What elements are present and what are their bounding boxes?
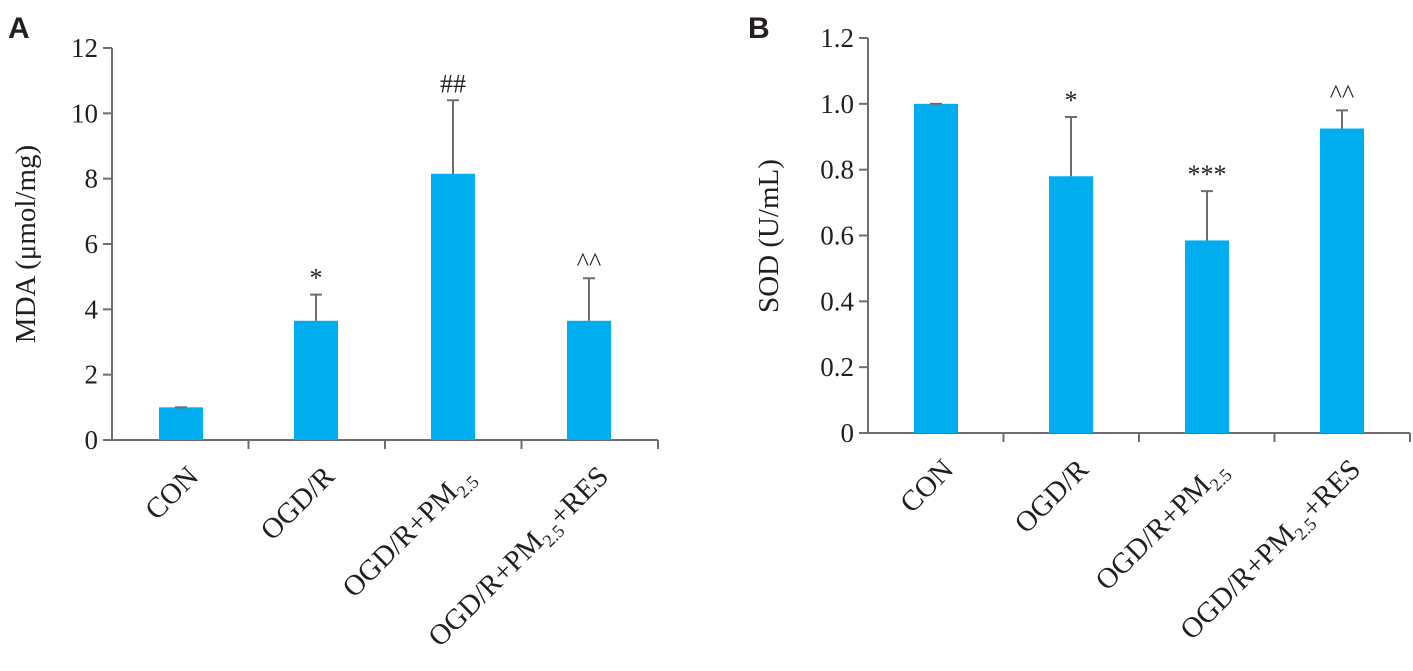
y-tick-label: 0 xyxy=(85,425,99,455)
x-tick-label: OGD/R+PM2.5 xyxy=(336,460,482,606)
y-tick-label: 10 xyxy=(71,98,98,128)
error-bar xyxy=(583,277,595,321)
y-tick-label: 2 xyxy=(85,360,99,390)
error-bar xyxy=(1336,109,1348,129)
x-tick-label: OGD/R xyxy=(1009,453,1096,540)
y-tick-label: 8 xyxy=(85,164,99,194)
bar xyxy=(294,320,338,440)
y-tick-label: 0.8 xyxy=(820,155,854,185)
significance-label: * xyxy=(310,264,323,293)
panel-a: A 0 2 4 6 8 10 12 MDA (μmol/mg) * ## ^^ CON OGD/ROGD/… xyxy=(8,12,659,653)
significance-label: * xyxy=(1065,86,1078,115)
significance-label: ^^ xyxy=(577,247,601,276)
bar xyxy=(1185,240,1229,433)
bar xyxy=(159,407,203,440)
error-bar xyxy=(1201,190,1213,241)
y-tick-label: 12 xyxy=(71,33,98,63)
y-tick-label: 6 xyxy=(85,229,99,259)
x-tick-label: OGD/R+PM2.5 xyxy=(1089,453,1235,599)
y-axis-title: SOD (U/mL) xyxy=(753,159,785,313)
error-bar xyxy=(447,99,459,174)
error-bar xyxy=(1065,116,1077,177)
error-bar xyxy=(310,293,322,321)
y-tick-label: 0.4 xyxy=(820,286,854,316)
x-tick-label: CON xyxy=(894,453,960,519)
bar xyxy=(431,173,475,440)
significance-label: ## xyxy=(440,69,466,98)
significance-label: ^^ xyxy=(1330,79,1354,108)
x-tick-label: OGD/R xyxy=(255,460,342,547)
panel-label: A xyxy=(8,12,30,45)
bar xyxy=(567,320,611,440)
significance-label: *** xyxy=(1188,160,1227,189)
y-tick-label: 1.2 xyxy=(820,23,854,53)
y-axis-title: MDA (μmol/mg) xyxy=(10,145,42,343)
bar xyxy=(1320,128,1364,434)
bar xyxy=(914,103,958,433)
bar xyxy=(1049,176,1093,433)
panel-label: B xyxy=(748,12,770,45)
y-tick-label: 4 xyxy=(85,294,99,324)
y-tick-label: 0.6 xyxy=(820,221,854,251)
y-tick-label: 1.0 xyxy=(820,89,854,119)
x-tick-label: CON xyxy=(139,460,205,526)
y-tick-label: 0.2 xyxy=(820,352,854,382)
y-tick-label: 0 xyxy=(841,418,855,448)
